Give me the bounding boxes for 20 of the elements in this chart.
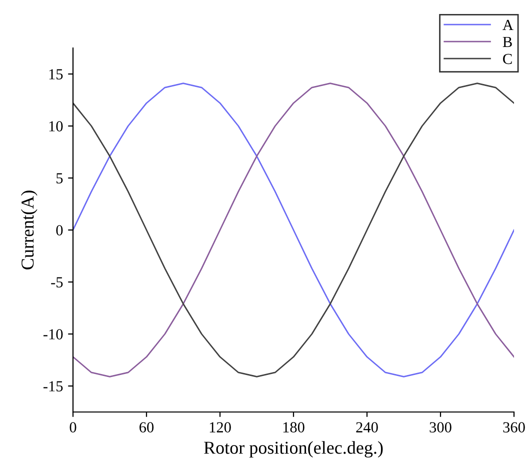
- x-tick-label: 300: [430, 422, 452, 432]
- x-axis-title: Rotor position(elec.deg.): [204, 441, 383, 458]
- y-tick-label: 5: [56, 173, 63, 184]
- y-tick-label: -10: [43, 329, 63, 340]
- legend-label: C: [503, 54, 512, 64]
- y-axis-title: Current(A): [20, 190, 38, 270]
- x-tick-label: 0: [70, 422, 76, 432]
- y-tick-label: -5: [51, 277, 63, 288]
- x-tick-label: 60: [140, 422, 154, 432]
- x-tick-label: 240: [356, 422, 378, 432]
- y-tick-label: 10: [49, 121, 63, 132]
- y-tick-label: 0: [56, 225, 63, 236]
- x-tick-label: 180: [283, 422, 304, 432]
- line-series: [73, 82, 514, 378]
- y-tick-label: 15: [49, 69, 63, 80]
- x-tick-label: 120: [210, 422, 231, 432]
- legend-label: B: [502, 36, 512, 47]
- x-tick-label: 360: [503, 422, 525, 432]
- y-tick-label: -15: [43, 381, 63, 392]
- legend-label: A: [502, 20, 514, 30]
